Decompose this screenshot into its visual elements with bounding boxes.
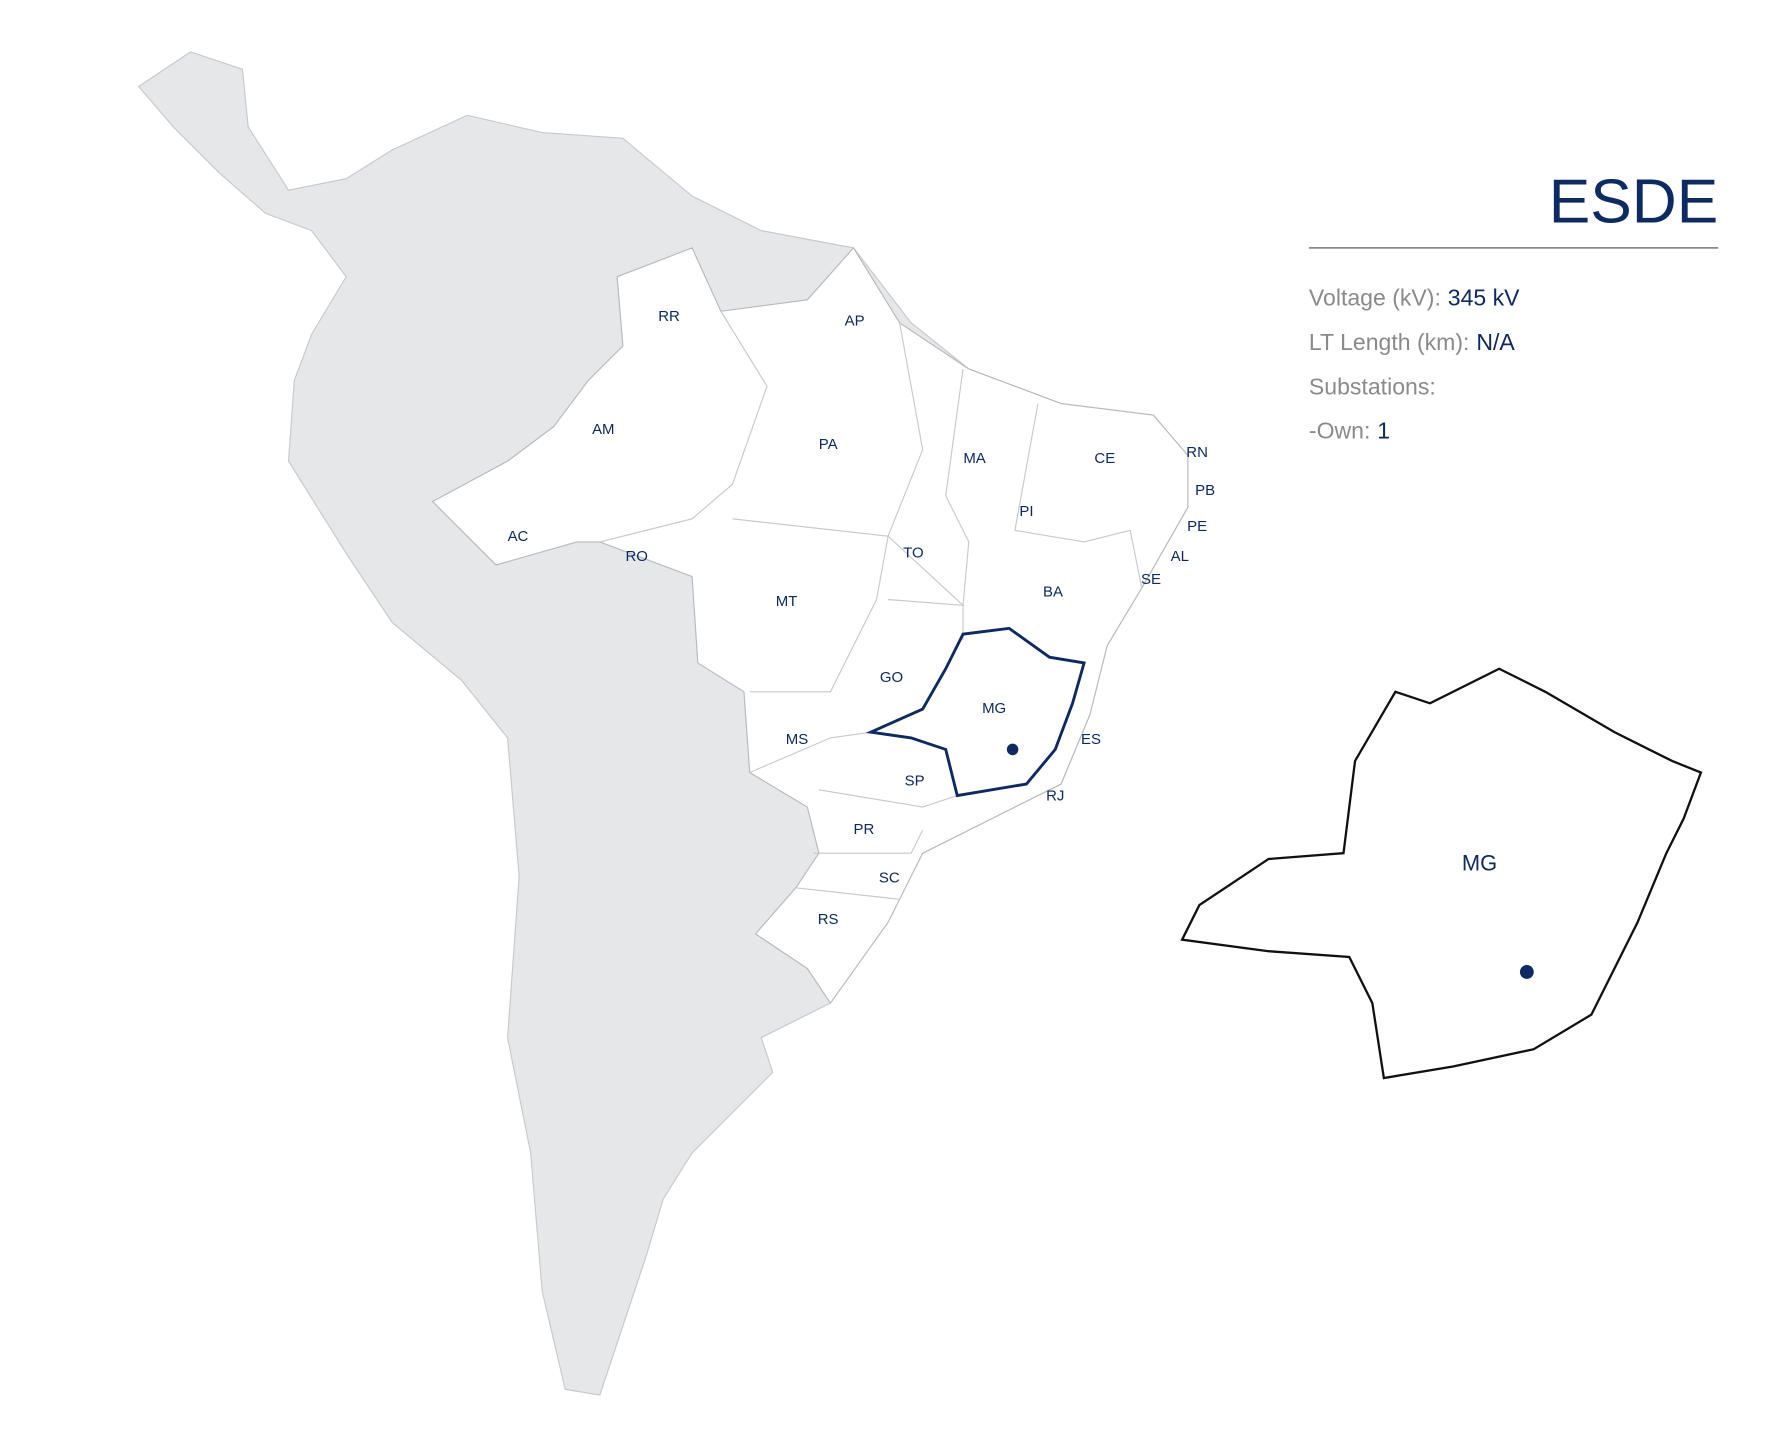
inset-label: MG bbox=[1462, 851, 1497, 876]
state-label: PB bbox=[1195, 482, 1215, 499]
info-value: N/A bbox=[1476, 329, 1515, 355]
info-row: Voltage (kV): 345 kV bbox=[1309, 285, 1520, 311]
state-label: RR bbox=[658, 308, 680, 325]
inset-mg bbox=[1180, 667, 1703, 1080]
info-label: LT Length (km): bbox=[1309, 329, 1470, 355]
state-label: AP bbox=[845, 313, 865, 330]
info-label: -Own: bbox=[1309, 418, 1370, 444]
info-panel: Voltage (kV): 345 kV LT Length (km): N/A Sub… bbox=[1309, 285, 1520, 444]
state-label: AM bbox=[592, 421, 614, 438]
state-label: GO bbox=[880, 669, 903, 686]
state-label: MA bbox=[963, 450, 985, 467]
title: ESDE bbox=[1549, 168, 1719, 237]
state-label: MT bbox=[776, 593, 798, 610]
state-label: SC bbox=[879, 870, 900, 887]
state-label: CE bbox=[1094, 450, 1115, 467]
info-row: LT Length (km): N/A bbox=[1309, 329, 1516, 355]
info-label: Substations: bbox=[1309, 373, 1436, 399]
state-label: AL bbox=[1171, 548, 1189, 565]
info-value: 1 bbox=[1377, 418, 1390, 444]
inset-dot bbox=[1519, 965, 1534, 979]
state-label: PI bbox=[1019, 503, 1033, 520]
state-label: PA bbox=[819, 436, 838, 453]
state-label: PE bbox=[1187, 518, 1207, 535]
substation-dot bbox=[1006, 743, 1019, 756]
state-label: RJ bbox=[1046, 788, 1064, 805]
state-labels: RR AP AM PA MA CE RN PB PI PE AL SE AC RO TO MT BA GO MG MS… bbox=[508, 308, 1216, 928]
state-label: ES bbox=[1081, 731, 1101, 748]
state-label: RS bbox=[818, 911, 839, 928]
state-label: RO bbox=[626, 548, 648, 565]
state-label: MS bbox=[786, 731, 808, 748]
state-label: SP bbox=[905, 773, 925, 790]
info-row: Substations: bbox=[1309, 373, 1436, 399]
state-label: SE bbox=[1141, 571, 1161, 588]
state-label: PR bbox=[853, 821, 874, 838]
state-label: AC bbox=[508, 528, 529, 545]
state-label: BA bbox=[1043, 584, 1063, 601]
info-row: -Own: 1 bbox=[1309, 418, 1390, 444]
info-label: Voltage (kV): bbox=[1309, 285, 1441, 311]
mg-highlight bbox=[865, 626, 1086, 798]
state-borders bbox=[599, 311, 1143, 900]
info-value: 345 kV bbox=[1448, 285, 1520, 311]
state-label: TO bbox=[903, 544, 924, 561]
brazil bbox=[431, 246, 1189, 1005]
state-label: MG bbox=[982, 700, 1006, 717]
state-label: RN bbox=[1186, 444, 1208, 461]
